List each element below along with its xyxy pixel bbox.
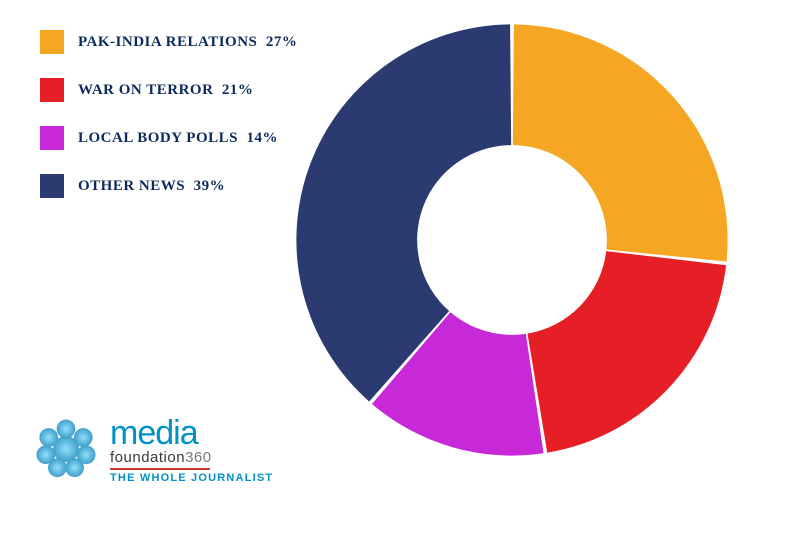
logo-text: media foundation360 THE WHOLE JOURNALIST xyxy=(110,414,273,484)
legend-text: OTHER NEWS xyxy=(78,178,185,194)
donut-svg xyxy=(292,20,732,460)
legend-item: OTHER NEWS 39% xyxy=(40,174,320,198)
donut-slice xyxy=(513,24,728,261)
logo-word-360: 360 xyxy=(185,449,212,466)
legend-swatch xyxy=(40,78,64,102)
logo-underline xyxy=(110,468,210,470)
logo-word-media: media xyxy=(110,414,198,453)
logo-tagline: THE WHOLE JOURNALIST xyxy=(110,472,273,484)
legend-label: LOCAL BODY POLLS 14% xyxy=(78,130,278,147)
legend-label: OTHER NEWS 39% xyxy=(78,178,225,195)
legend-percent: 21% xyxy=(222,82,254,98)
legend-percent: 39% xyxy=(194,178,226,194)
legend-swatch xyxy=(40,30,64,54)
legend-text: WAR ON TERROR xyxy=(78,82,213,98)
donut-slice xyxy=(528,251,727,453)
logo-word-foundation: foundation xyxy=(110,449,185,466)
legend-swatch xyxy=(40,126,64,150)
legend-label: WAR ON TERROR 21% xyxy=(78,82,253,99)
legend-label: PAK-INDIA RELATIONS 27% xyxy=(78,34,297,51)
logo-wordmark-line2: foundation360 xyxy=(110,449,273,466)
legend-item: LOCAL BODY POLLS 14% xyxy=(40,126,320,150)
legend-item: PAK-INDIA RELATIONS 27% xyxy=(40,30,320,54)
chart-container: PAK-INDIA RELATIONS 27% WAR ON TERROR 21… xyxy=(0,0,787,535)
legend-text: LOCAL BODY POLLS xyxy=(78,130,238,146)
legend: PAK-INDIA RELATIONS 27% WAR ON TERROR 21… xyxy=(40,30,320,222)
legend-swatch xyxy=(40,174,64,198)
legend-percent: 14% xyxy=(246,130,278,146)
legend-text: PAK-INDIA RELATIONS xyxy=(78,34,257,50)
legend-item: WAR ON TERROR 21% xyxy=(40,78,320,102)
logo-icon xyxy=(30,413,102,485)
donut-chart xyxy=(292,20,732,460)
brand-logo: media foundation360 THE WHOLE JOURNALIST xyxy=(30,413,273,485)
logo-wordmark-line1: media xyxy=(110,414,273,453)
